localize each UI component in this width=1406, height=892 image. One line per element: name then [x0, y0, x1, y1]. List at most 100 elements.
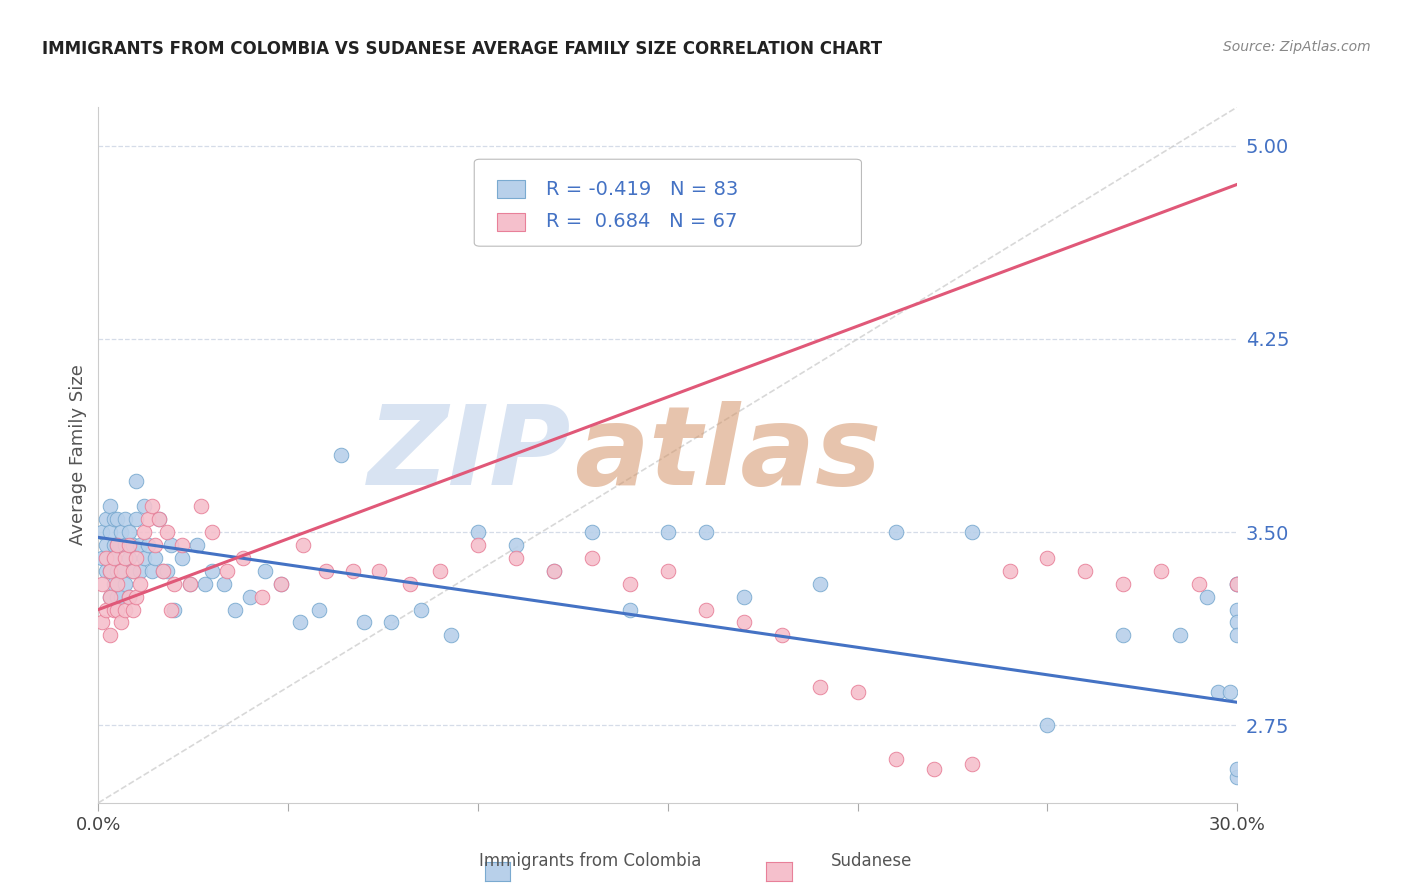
Point	[380, 615, 402, 630]
Point	[1226, 628, 1249, 642]
Point	[170, 538, 193, 552]
Point	[695, 602, 717, 616]
Point	[141, 500, 163, 514]
Point	[98, 500, 121, 514]
Point	[163, 576, 186, 591]
Point	[91, 551, 114, 566]
Point	[98, 628, 121, 642]
Point	[141, 564, 163, 578]
Text: atlas: atlas	[575, 401, 882, 508]
Point	[107, 590, 129, 604]
Point	[543, 564, 565, 578]
Point	[440, 628, 463, 642]
Point	[91, 525, 114, 540]
Point	[695, 525, 717, 540]
Point	[125, 474, 148, 488]
Point	[103, 576, 125, 591]
Point	[270, 576, 292, 591]
Text: R =  0.684   N = 67: R = 0.684 N = 67	[546, 212, 737, 231]
Point	[129, 576, 152, 591]
Point	[118, 590, 141, 604]
Point	[159, 538, 181, 552]
Point	[190, 500, 212, 514]
Point	[114, 551, 136, 566]
Point	[581, 525, 603, 540]
Point	[657, 564, 679, 578]
Point	[132, 500, 155, 514]
Point	[114, 576, 136, 591]
Point	[110, 564, 132, 578]
Point	[808, 680, 831, 694]
Point	[581, 551, 603, 566]
Point	[342, 564, 364, 578]
Text: IMMIGRANTS FROM COLOMBIA VS SUDANESE AVERAGE FAMILY SIZE CORRELATION CHART: IMMIGRANTS FROM COLOMBIA VS SUDANESE AVE…	[42, 40, 883, 58]
Point	[125, 590, 148, 604]
Text: Source: ZipAtlas.com: Source: ZipAtlas.com	[1223, 40, 1371, 54]
Y-axis label: Average Family Size: Average Family Size	[69, 365, 87, 545]
Point	[960, 757, 983, 772]
Point	[998, 564, 1021, 578]
Point	[808, 576, 831, 591]
Point	[770, 628, 793, 642]
Point	[1170, 628, 1192, 642]
Point	[114, 538, 136, 552]
Point	[619, 602, 641, 616]
Point	[1226, 576, 1249, 591]
Point	[98, 564, 121, 578]
Point	[201, 564, 224, 578]
Point	[1112, 628, 1135, 642]
Point	[429, 564, 451, 578]
Point	[1074, 564, 1097, 578]
Point	[98, 525, 121, 540]
Point	[1226, 602, 1249, 616]
Point	[103, 538, 125, 552]
Point	[884, 752, 907, 766]
Point	[368, 564, 391, 578]
Point	[136, 538, 159, 552]
Point	[103, 512, 125, 526]
Point	[136, 512, 159, 526]
Point	[94, 512, 117, 526]
Point	[121, 538, 143, 552]
Point	[292, 538, 315, 552]
Point	[91, 615, 114, 630]
Point	[125, 551, 148, 566]
Point	[129, 538, 152, 552]
Point	[156, 564, 179, 578]
Point	[132, 525, 155, 540]
Point	[118, 538, 141, 552]
Point	[846, 685, 869, 699]
Point	[467, 525, 489, 540]
Point	[103, 551, 125, 566]
Point	[1188, 576, 1211, 591]
Point	[1226, 770, 1249, 784]
Point	[239, 590, 262, 604]
Point	[129, 564, 152, 578]
Point	[121, 602, 143, 616]
Point	[121, 564, 143, 578]
Point	[960, 525, 983, 540]
Point	[657, 525, 679, 540]
Point	[114, 602, 136, 616]
Point	[98, 590, 121, 604]
Point	[98, 590, 121, 604]
Point	[107, 576, 129, 591]
Point	[107, 538, 129, 552]
Point	[114, 512, 136, 526]
Point	[250, 590, 273, 604]
Point	[1112, 576, 1135, 591]
Point	[1208, 685, 1230, 699]
Point	[1226, 576, 1249, 591]
Point	[132, 551, 155, 566]
Point	[156, 525, 179, 540]
Text: ZIP: ZIP	[367, 401, 571, 508]
Point	[148, 512, 170, 526]
Point	[884, 525, 907, 540]
Point	[121, 564, 143, 578]
Point	[201, 525, 224, 540]
Point	[107, 602, 129, 616]
Point	[107, 512, 129, 526]
Point	[733, 590, 755, 604]
Point	[232, 551, 254, 566]
Point	[330, 448, 353, 462]
